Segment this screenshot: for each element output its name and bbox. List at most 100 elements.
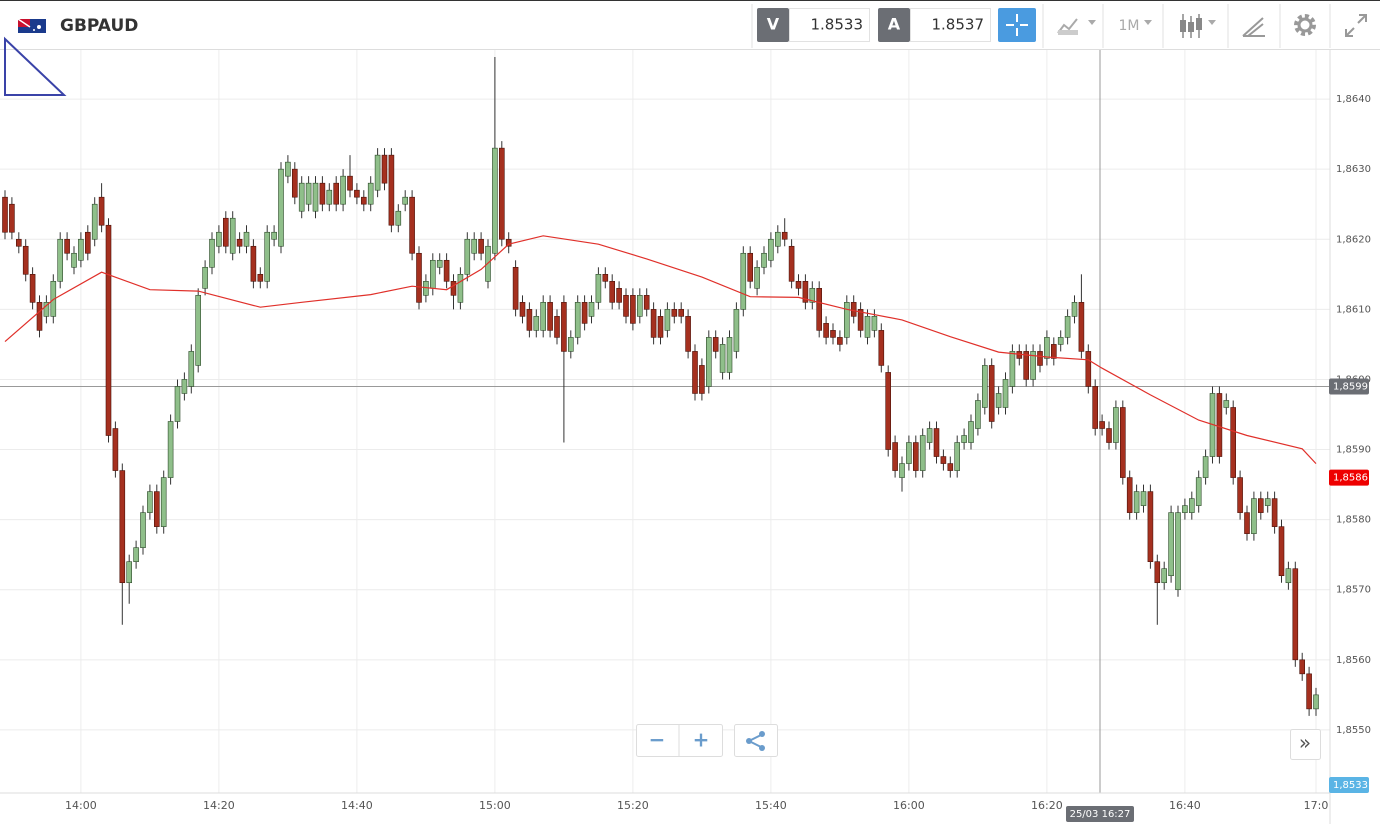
settings-button[interactable] — [1294, 14, 1316, 36]
drawing-triangle[interactable] — [4, 36, 67, 96]
candle-body — [961, 435, 967, 443]
candle-body — [1078, 302, 1085, 352]
candle-body — [29, 274, 36, 303]
candle-body — [167, 421, 174, 478]
buy-price[interactable]: 1.8537 — [932, 16, 985, 34]
candle-body — [174, 386, 181, 422]
x-tick-label: 16:20 — [1031, 799, 1063, 812]
y-tick-label: 1,8590 — [1336, 445, 1371, 456]
candle-body — [533, 316, 540, 331]
buy-button[interactable]: A 1.8537 — [878, 8, 991, 42]
candle-body — [843, 302, 850, 338]
candle-body — [747, 252, 754, 282]
candle-body — [616, 288, 622, 303]
candle-body — [995, 393, 1002, 408]
zoom-out[interactable]: − — [649, 728, 666, 752]
candle-body — [416, 252, 422, 303]
candle-body — [409, 196, 415, 254]
price-tag — [1329, 777, 1369, 793]
chart-type-button[interactable] — [1180, 14, 1216, 38]
candle-body — [954, 442, 961, 471]
crosshair-time-box — [1066, 806, 1134, 822]
y-tick-label: 1,8550 — [1336, 725, 1371, 736]
crosshair-button[interactable] — [998, 8, 1036, 42]
draw-button[interactable] — [1242, 17, 1265, 37]
candle-body — [374, 154, 381, 191]
candle-body — [1251, 498, 1257, 534]
candle-body — [471, 238, 478, 254]
candle-body — [1306, 673, 1312, 710]
zoom-in[interactable]: + — [693, 728, 710, 752]
candle-body — [1278, 526, 1285, 577]
candle-body — [505, 238, 512, 247]
candle-body — [195, 295, 201, 366]
price-tag-label: 1,8586 — [1333, 473, 1368, 484]
candle-body — [1023, 351, 1030, 380]
candle-body — [602, 274, 609, 282]
fullscreen-button[interactable] — [1345, 14, 1367, 37]
candle-body — [588, 302, 595, 317]
sell-label[interactable]: V — [767, 15, 780, 34]
candle-body — [781, 231, 788, 240]
candle-body — [940, 456, 947, 464]
timeframe-button[interactable]: 1M — [1119, 18, 1153, 34]
candle-body — [1140, 491, 1147, 506]
candle-body — [402, 196, 409, 205]
scroll-button[interactable] — [1290, 729, 1321, 760]
candle-body — [223, 217, 229, 247]
candle-body — [291, 168, 298, 198]
candle-body — [664, 309, 671, 331]
candle-body — [1064, 316, 1071, 338]
candle-body — [1313, 694, 1319, 710]
candle-body — [567, 337, 574, 352]
sell-button[interactable]: V 1.8533 — [757, 8, 870, 42]
candle-body — [816, 288, 823, 331]
candle-body — [181, 379, 188, 394]
symbol: GBPAUD — [60, 16, 138, 36]
candle-body — [1202, 456, 1209, 478]
candle-body — [1216, 393, 1223, 457]
candle-body — [512, 266, 519, 310]
plot-area — [0, 50, 1330, 793]
candle-body — [1044, 337, 1050, 359]
candle-body — [278, 168, 284, 247]
crosshair-time: 25/03 16:27 — [1070, 809, 1131, 820]
candle-body — [774, 231, 781, 247]
candle-body — [947, 463, 954, 471]
candle-body — [285, 161, 291, 177]
x-tick-label: 16:00 — [893, 799, 925, 812]
share-icon[interactable] — [746, 731, 765, 751]
x-tick-label: 14:20 — [203, 799, 235, 812]
candle-body — [685, 316, 691, 352]
candle-body — [1120, 407, 1126, 478]
candle-body — [526, 309, 533, 331]
buy-label[interactable]: A — [888, 15, 901, 34]
candle-body — [830, 330, 836, 338]
candle-body — [271, 231, 277, 240]
candle-body — [9, 203, 15, 233]
candle-body — [809, 288, 816, 303]
candle-body — [340, 175, 346, 205]
candle-body — [968, 421, 974, 443]
zoom-controls: − + » — [636, 724, 1321, 760]
candle-body — [429, 259, 436, 289]
x-tick-label: 15:40 — [755, 799, 787, 812]
indicators-button[interactable] — [1057, 18, 1096, 35]
candle-body — [1106, 428, 1112, 443]
candle-body — [1237, 477, 1243, 513]
candle-body — [319, 182, 326, 205]
scroll-right[interactable]: » — [1299, 731, 1311, 755]
candle-body — [1009, 351, 1016, 387]
x-tick-label: 15:20 — [617, 799, 649, 812]
candle-body — [236, 238, 243, 247]
candle-body — [609, 281, 616, 303]
candle-body — [216, 231, 222, 247]
candle-body — [1244, 512, 1250, 534]
x-tick-label: 14:40 — [341, 799, 373, 812]
timeframe[interactable]: 1M — [1119, 18, 1140, 34]
share-button[interactable] — [734, 724, 778, 757]
candle-body — [933, 428, 940, 457]
candle-body — [1182, 505, 1188, 513]
sell-price[interactable]: 1.8533 — [811, 16, 864, 34]
